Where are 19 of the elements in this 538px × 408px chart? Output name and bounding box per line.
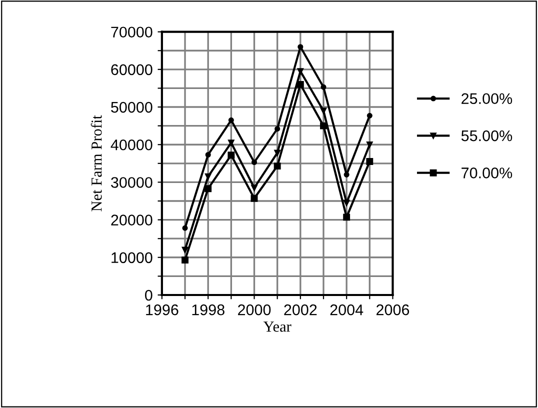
y-axis-title: Net Farm Profit (90, 115, 102, 212)
legend-label: 55.00% (461, 130, 512, 142)
x-tick-label: 2000 (238, 304, 271, 316)
y-tick-label: 20000 (111, 214, 152, 226)
y-tick-label: 60000 (111, 64, 152, 76)
y-tick-label: 10000 (112, 252, 152, 264)
x-tick-label: 2006 (376, 304, 410, 316)
x-tick-label: 2004 (330, 304, 364, 316)
legend-label: 70.00% (462, 168, 512, 178)
x-tick-label: 1996 (146, 304, 178, 316)
x-tick-label: 2002 (284, 304, 317, 316)
y-tick-label: 70000 (111, 26, 152, 38)
x-tick-label: 1998 (192, 304, 224, 316)
y-tick-label: 0 (145, 290, 152, 301)
y-tick-label: 30000 (111, 177, 152, 188)
legend-label: 25.00% (462, 93, 512, 104)
x-axis-title: Year (263, 322, 292, 332)
y-tick-label: 40000 (110, 139, 152, 150)
y-tick-label: 50000 (111, 102, 152, 113)
